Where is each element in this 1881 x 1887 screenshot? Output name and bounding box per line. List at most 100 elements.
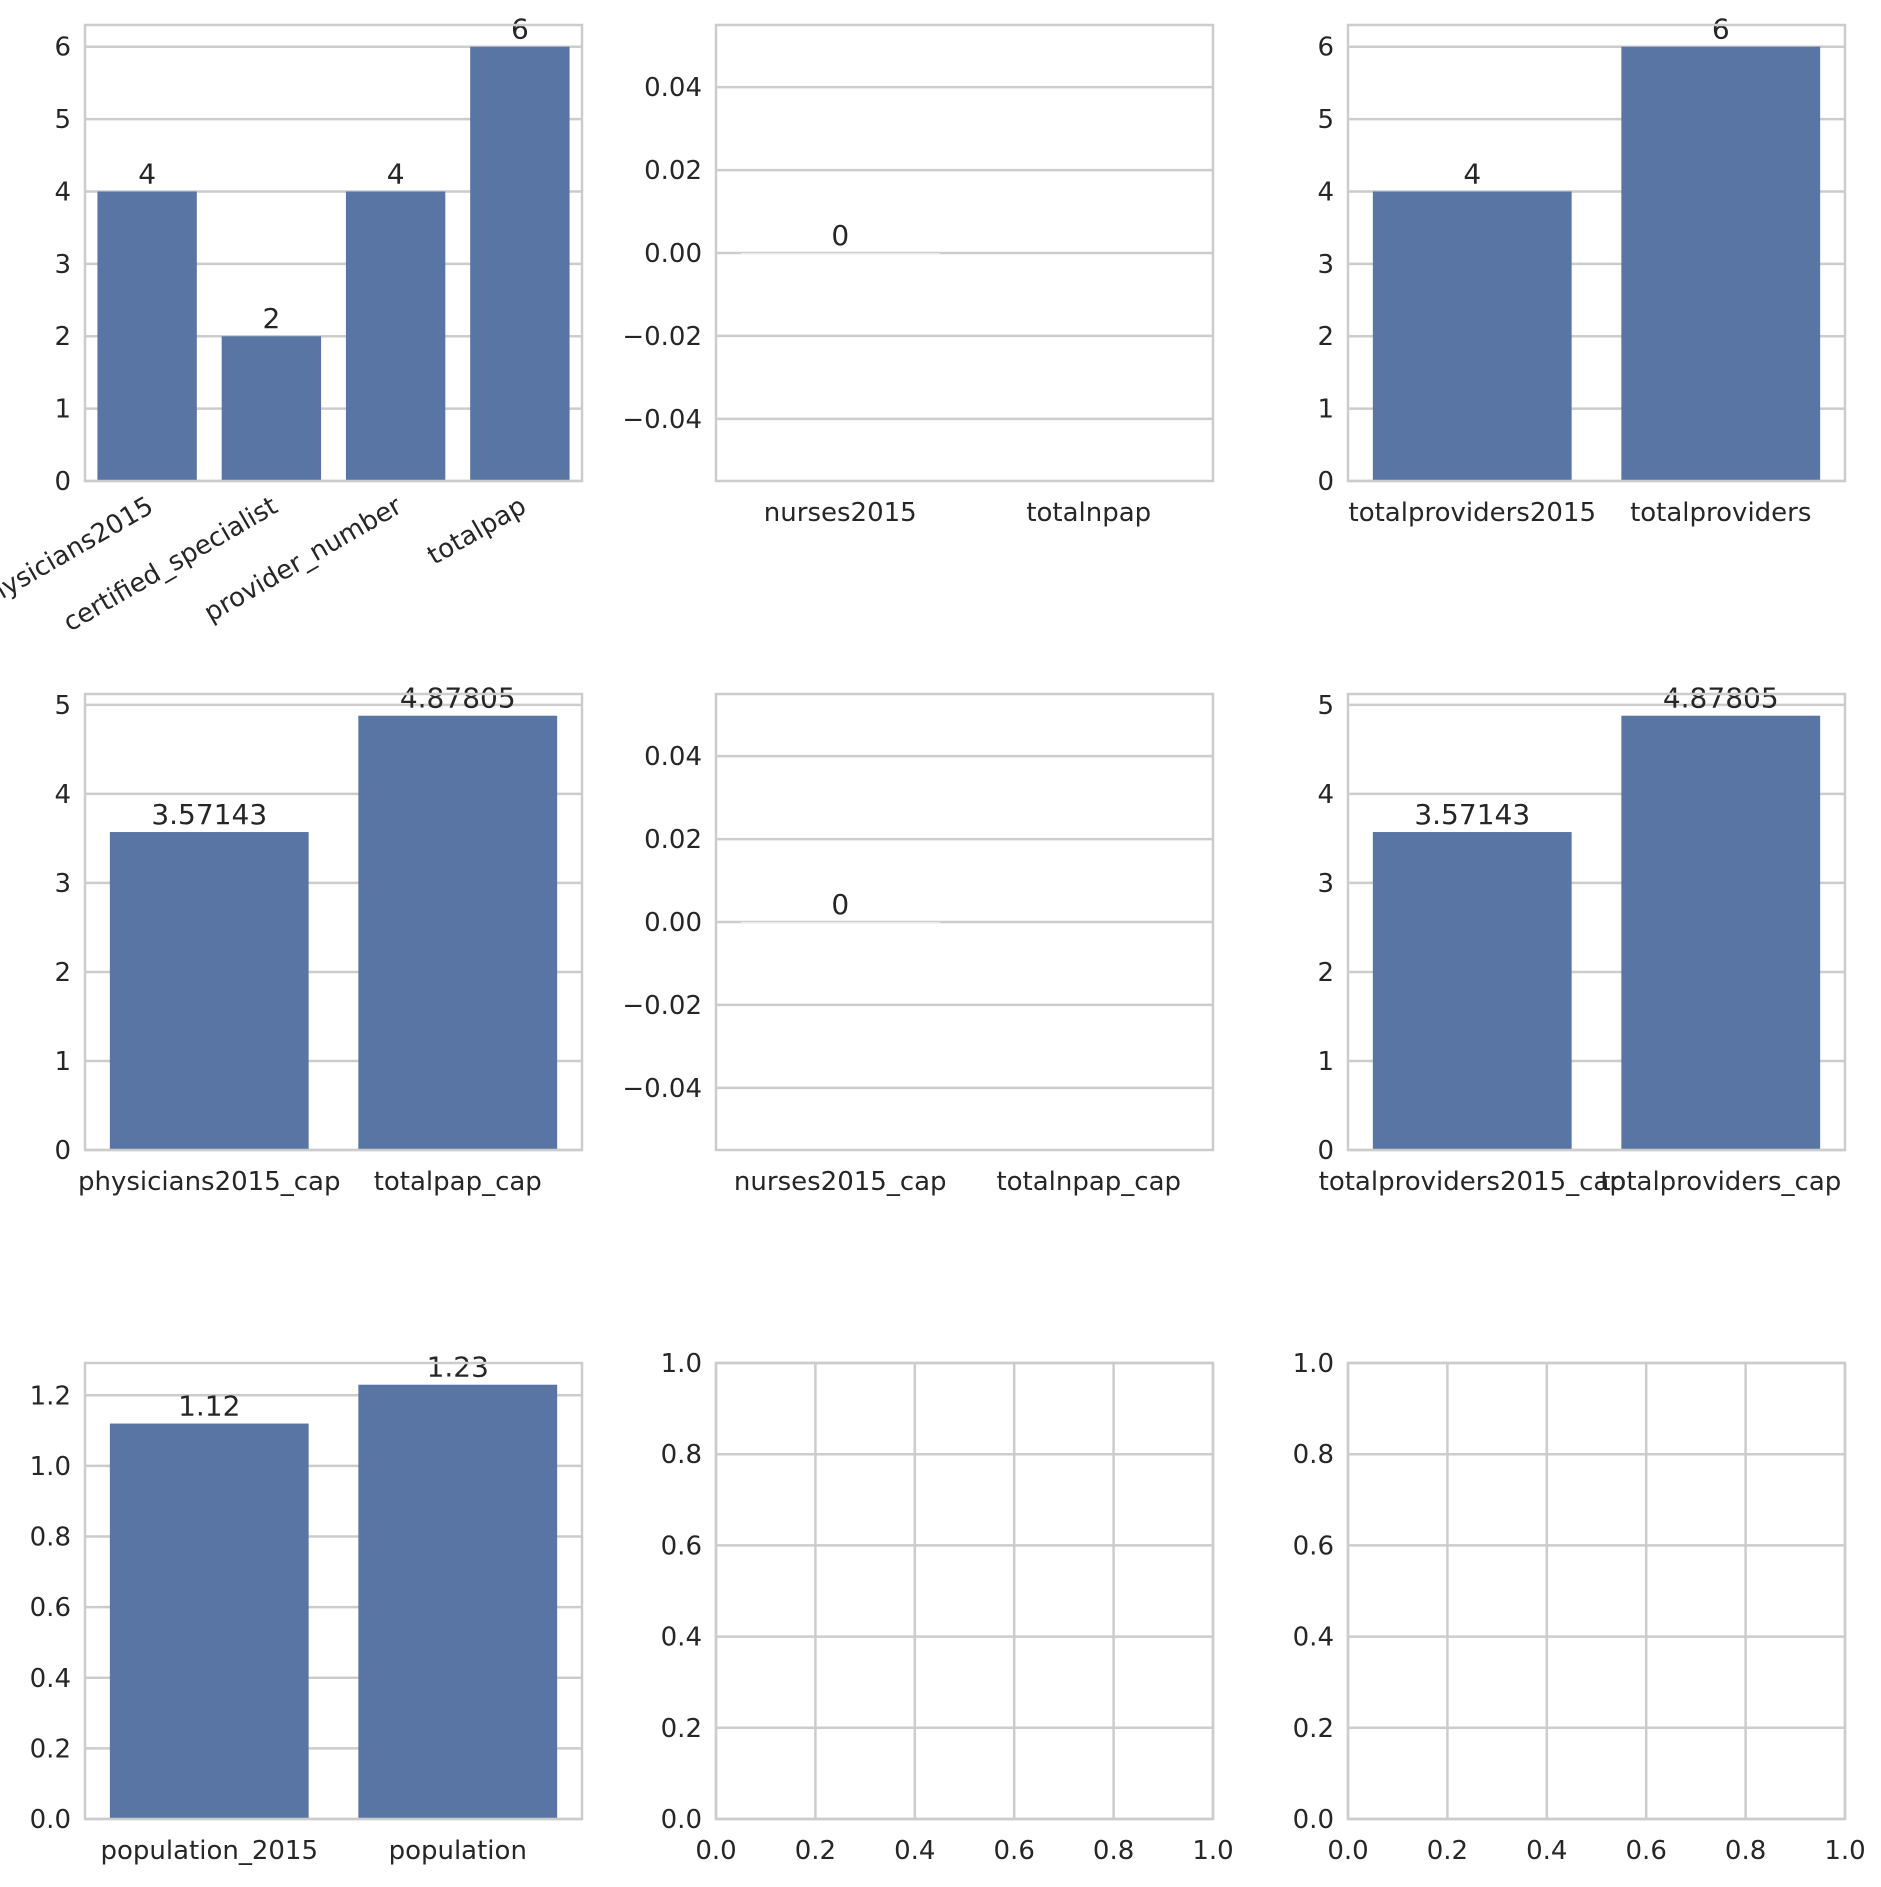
axes-frame bbox=[83, 23, 584, 483]
subplot-9: 0.0 0.2 0.4 0.6 0.8 1.0 0.0 0.2 0.4 0.6 0.8 1.0 bbox=[1293, 1349, 1866, 1866]
y-tick-label: −0.04 bbox=[622, 1074, 702, 1104]
bar-value-label: 1.23 bbox=[427, 1351, 489, 1384]
bar-value-label: 4 bbox=[138, 157, 156, 190]
y-tick-label: 3 bbox=[54, 869, 71, 899]
x-tick-label: provider_number bbox=[199, 491, 407, 629]
bar-value-label: 2 bbox=[262, 302, 280, 335]
y-tick-label: 5 bbox=[1317, 691, 1334, 721]
y-tick-label: 0.00 bbox=[644, 908, 702, 938]
y-tick-label: 0.4 bbox=[661, 1623, 702, 1653]
y-tick-label: 6 bbox=[1317, 33, 1334, 63]
bar bbox=[470, 46, 570, 481]
bar bbox=[740, 922, 940, 923]
x-tick-label: totalpap bbox=[422, 491, 531, 571]
y-tick-label: 5 bbox=[54, 691, 71, 721]
subplot-5: −0.04 −0.02 0.00 0.02 0.04 0 nurses2015_cap tot… bbox=[622, 692, 1215, 1197]
x-tick-label: totalpap_cap bbox=[374, 1167, 542, 1197]
y-tick-label: 3 bbox=[54, 250, 71, 280]
axes-frame bbox=[1346, 23, 1847, 483]
y-tick-label: 0.6 bbox=[30, 1593, 71, 1623]
subplot-1: 01234564physicians20152certified_special… bbox=[0, 13, 584, 638]
axes-frame bbox=[83, 1361, 584, 1821]
y-tick-label: 4 bbox=[54, 177, 71, 207]
y-tick-label: 0.02 bbox=[644, 825, 702, 855]
bar bbox=[1372, 191, 1572, 481]
y-tick-label: 6 bbox=[54, 33, 71, 63]
y-tick-label: 1 bbox=[1317, 395, 1334, 425]
bar bbox=[345, 191, 446, 481]
y-tick-label: 5 bbox=[54, 105, 71, 135]
axes-frame bbox=[714, 692, 1215, 1152]
x-tick-label: nurses2015 bbox=[764, 498, 917, 528]
y-tick-label: 0.2 bbox=[30, 1734, 71, 1764]
y-tick-label: 3 bbox=[1317, 869, 1334, 899]
x-tick-label: population_2015 bbox=[100, 1836, 318, 1866]
y-tick-label: 0.6 bbox=[1293, 1531, 1334, 1561]
axes-frame bbox=[714, 1361, 1215, 1821]
axes-frame bbox=[1346, 1361, 1847, 1821]
y-tick-label: 0.00 bbox=[644, 239, 702, 269]
y-tick-label: 0.04 bbox=[644, 742, 702, 772]
y-tick-label: 0.8 bbox=[30, 1523, 71, 1553]
y-tick-label: 1.2 bbox=[30, 1381, 71, 1411]
y-tick-label: 0.0 bbox=[30, 1805, 71, 1835]
x-tick-label: totalnpap_cap bbox=[996, 1167, 1181, 1197]
x-tick-label: 0.2 bbox=[795, 1836, 836, 1866]
x-tick-label: 1.0 bbox=[1192, 1836, 1233, 1866]
x-tick-label: nurses2015_cap bbox=[734, 1167, 947, 1197]
axes-frame bbox=[714, 23, 1215, 483]
y-tick-label: −0.02 bbox=[622, 991, 702, 1021]
y-tick-label: 4 bbox=[54, 780, 71, 810]
bar-value-label: 0 bbox=[831, 888, 849, 921]
axes-frame bbox=[83, 692, 584, 1152]
x-tick-label: 0.2 bbox=[1427, 1836, 1468, 1866]
y-tick-label: 0.8 bbox=[661, 1440, 702, 1470]
bar-value-label: 1.12 bbox=[178, 1390, 240, 1423]
x-tick-label: 0.0 bbox=[695, 1836, 736, 1866]
y-tick-label: 0.4 bbox=[30, 1664, 71, 1694]
y-tick-label: 1.0 bbox=[30, 1452, 71, 1482]
y-tick-label: 5 bbox=[1317, 105, 1334, 135]
y-tick-label: 1 bbox=[54, 395, 71, 425]
y-tick-label: 0 bbox=[54, 467, 71, 497]
x-tick-label: 0.0 bbox=[1327, 1836, 1368, 1866]
x-tick-label: totalproviders2015 bbox=[1349, 498, 1597, 528]
y-tick-label: 0.2 bbox=[1293, 1714, 1334, 1744]
y-tick-label: 0 bbox=[1317, 1136, 1334, 1166]
y-tick-label: 0 bbox=[54, 1136, 71, 1166]
x-tick-label: totalproviders2015_cap bbox=[1319, 1167, 1626, 1197]
bar-value-label: 0 bbox=[831, 219, 849, 252]
x-tick-label: totalproviders_cap bbox=[1600, 1167, 1841, 1197]
bar bbox=[358, 715, 558, 1150]
y-tick-label: 1.0 bbox=[1293, 1349, 1334, 1379]
x-tick-label: totalproviders bbox=[1630, 498, 1811, 528]
y-tick-label: 3 bbox=[1317, 250, 1334, 280]
bar bbox=[109, 832, 309, 1150]
x-tick-label: population bbox=[389, 1836, 527, 1866]
y-tick-label: 0 bbox=[1317, 467, 1334, 497]
x-tick-label: physicians2015_cap bbox=[78, 1167, 341, 1197]
y-tick-label: −0.02 bbox=[622, 322, 702, 352]
bar-value-label: 3.57143 bbox=[1414, 798, 1530, 831]
x-tick-label: 0.6 bbox=[994, 1836, 1035, 1866]
subplot-7: 0.0 0.2 0.4 0.6 0.8 1.0 1.2 1.12 population_2015… bbox=[30, 1351, 584, 1866]
bar-value-label: 3.57143 bbox=[151, 798, 267, 831]
y-tick-label: 1.0 bbox=[661, 1349, 702, 1379]
y-tick-label: 2 bbox=[54, 958, 71, 988]
subplot-6: 0 1 2 3 4 5 3.57143 totalproviders2015_cap 4.878… bbox=[1317, 682, 1847, 1197]
x-tick-label: 0.4 bbox=[1526, 1836, 1567, 1866]
subplot-4: 0 1 2 3 4 5 3.57143 physicians2015_cap 4.87805 to… bbox=[54, 682, 584, 1197]
y-tick-label: −0.04 bbox=[622, 405, 702, 435]
bar bbox=[221, 336, 322, 481]
y-tick-label: 0.0 bbox=[1293, 1805, 1334, 1835]
y-tick-label: 4 bbox=[1317, 177, 1334, 207]
subplot-3: 0 1 2 3 4 5 6 4 totalproviders2015 6 totalprovider… bbox=[1317, 13, 1847, 528]
bar-value-label: 4.87805 bbox=[400, 682, 516, 715]
y-tick-label: 2 bbox=[54, 322, 71, 352]
y-tick-label: 0.0 bbox=[661, 1805, 702, 1835]
bar-value-label: 6 bbox=[511, 13, 529, 46]
y-tick-label: 0.8 bbox=[1293, 1440, 1334, 1470]
x-tick-label: 0.8 bbox=[1093, 1836, 1134, 1866]
x-tick-label: 0.8 bbox=[1725, 1836, 1766, 1866]
